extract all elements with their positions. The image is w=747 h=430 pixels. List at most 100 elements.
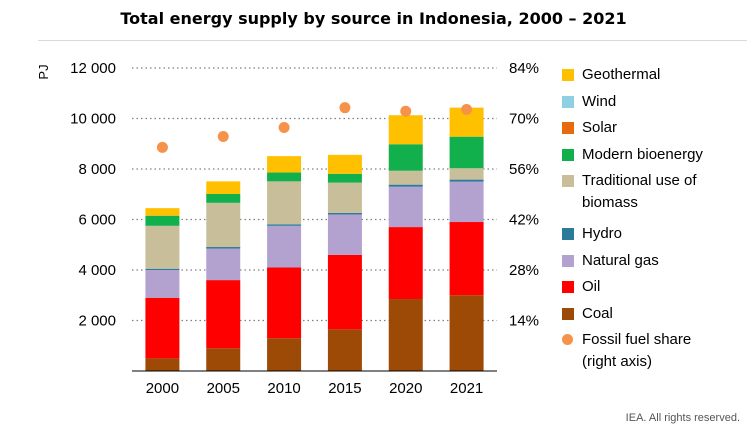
share-point <box>461 103 473 115</box>
y-tick-label: 4 000 <box>78 262 116 279</box>
bar-segment <box>267 338 302 371</box>
y-tick-label: 10 000 <box>70 111 116 128</box>
bar-segment <box>145 208 180 216</box>
legend-label: Hydro <box>582 225 623 242</box>
bar-segment <box>327 182 362 213</box>
bar-segment <box>206 348 241 371</box>
y-axis-label: PJ <box>36 64 51 79</box>
legend-swatch <box>562 148 574 161</box>
legend-item: Traditional use of biomass <box>562 170 747 223</box>
bar-segment <box>206 202 241 248</box>
share-point <box>217 131 229 143</box>
legend-item: Modern bioenergy <box>562 144 747 171</box>
y-tick-label: 6 000 <box>78 212 116 229</box>
bar-segment <box>145 297 180 359</box>
bar-segment <box>145 225 180 269</box>
legend-label: Fossil fuel share (right axis) <box>582 331 692 370</box>
legend-swatch <box>562 334 573 345</box>
share-point <box>278 122 290 134</box>
bar-segment <box>388 184 423 187</box>
bar-segment <box>327 214 362 255</box>
bar-segment <box>449 181 484 223</box>
y-tick-label: 8 000 <box>78 161 116 178</box>
legend-item: Geothermal <box>562 64 747 91</box>
x-tick-label: 2015 <box>328 380 361 397</box>
legend-item: Oil <box>562 276 747 303</box>
bar-segment <box>388 170 423 185</box>
bar-segment <box>145 268 180 270</box>
y2-tick-label: 56% <box>509 161 539 178</box>
bar-segment <box>449 295 484 371</box>
bar-segment <box>388 115 423 145</box>
legend-swatch <box>562 281 574 293</box>
bar-segment <box>267 172 302 182</box>
bar-segment <box>267 181 302 225</box>
bar-segment <box>145 215 180 226</box>
bar-segment <box>206 248 241 281</box>
share-point <box>339 102 351 114</box>
bar-segment <box>449 136 484 169</box>
copyright-notice: IEA. All rights reserved. <box>625 412 740 424</box>
bar-segment <box>267 224 302 226</box>
legend-label: Geothermal <box>582 66 661 83</box>
legend-item: Natural gas <box>562 250 747 277</box>
y2-tick-label: 28% <box>509 262 539 279</box>
bar-segment <box>388 144 423 171</box>
bar-segment <box>327 329 362 371</box>
legend-swatch <box>562 307 574 320</box>
bar-segment <box>449 179 484 182</box>
chart-title: Total energy supply by source in Indones… <box>120 9 627 28</box>
bar-segment <box>206 181 241 194</box>
legend-item: Solar <box>562 117 747 144</box>
legend-label: Solar <box>582 119 618 136</box>
bar-segment <box>206 247 241 249</box>
legend-label: Oil <box>582 278 601 295</box>
bar-segment <box>449 168 484 180</box>
bar-segment <box>206 280 241 349</box>
legend-label: Natural gas <box>582 251 659 269</box>
y2-tick-label: 84% <box>509 60 539 77</box>
y-tick-label: 2 000 <box>78 313 116 330</box>
bar-segment <box>449 222 484 296</box>
bar-segment <box>327 254 362 330</box>
legend-swatch <box>562 69 574 81</box>
bar-segment <box>327 154 362 174</box>
bar-segment <box>206 193 241 203</box>
bar-segment <box>267 225 302 268</box>
bar-segment <box>388 186 423 228</box>
share-point <box>400 105 412 117</box>
x-tick-label: 2021 <box>450 380 483 397</box>
legend-swatch <box>562 95 574 108</box>
x-tick-label: 2020 <box>389 380 422 397</box>
bar-segment <box>145 358 180 371</box>
legend-label: Traditional use of biomass <box>582 172 697 211</box>
legend-label: Modern bioenergy <box>582 145 703 163</box>
bar-segment <box>267 156 302 173</box>
legend-label: Wind <box>582 92 617 110</box>
x-tick-label: 2000 <box>146 380 179 397</box>
legend-item: Hydro <box>562 223 747 250</box>
bar-segment <box>267 267 302 339</box>
y2-tick-label: 14% <box>509 313 539 330</box>
legend-swatch <box>562 254 574 267</box>
legend-label: Coal <box>582 304 613 322</box>
x-tick-label: 2010 <box>267 380 300 397</box>
share-point <box>156 141 168 153</box>
legend-swatch <box>562 122 574 134</box>
legend-swatch <box>562 175 574 187</box>
y-tick-label: 12 000 <box>70 60 116 77</box>
chart-legend: Geothermal Wind Solar Modern bioenergy Tradi… <box>562 64 747 382</box>
x-tick-label: 2005 <box>207 380 240 397</box>
y2-tick-label: 42% <box>509 212 539 229</box>
bar-segment <box>388 227 423 300</box>
bar-segment <box>145 270 180 298</box>
y2-tick-label: 70% <box>509 111 539 128</box>
bar-segment <box>327 173 362 183</box>
title-divider <box>38 40 747 41</box>
legend-item: Fossil fuel share (right axis) <box>562 329 747 382</box>
bar-segment <box>388 299 423 371</box>
legend-item: Wind <box>562 91 747 118</box>
legend-swatch <box>562 228 574 240</box>
bar-segment <box>327 212 362 215</box>
legend-item: Coal <box>562 303 747 330</box>
